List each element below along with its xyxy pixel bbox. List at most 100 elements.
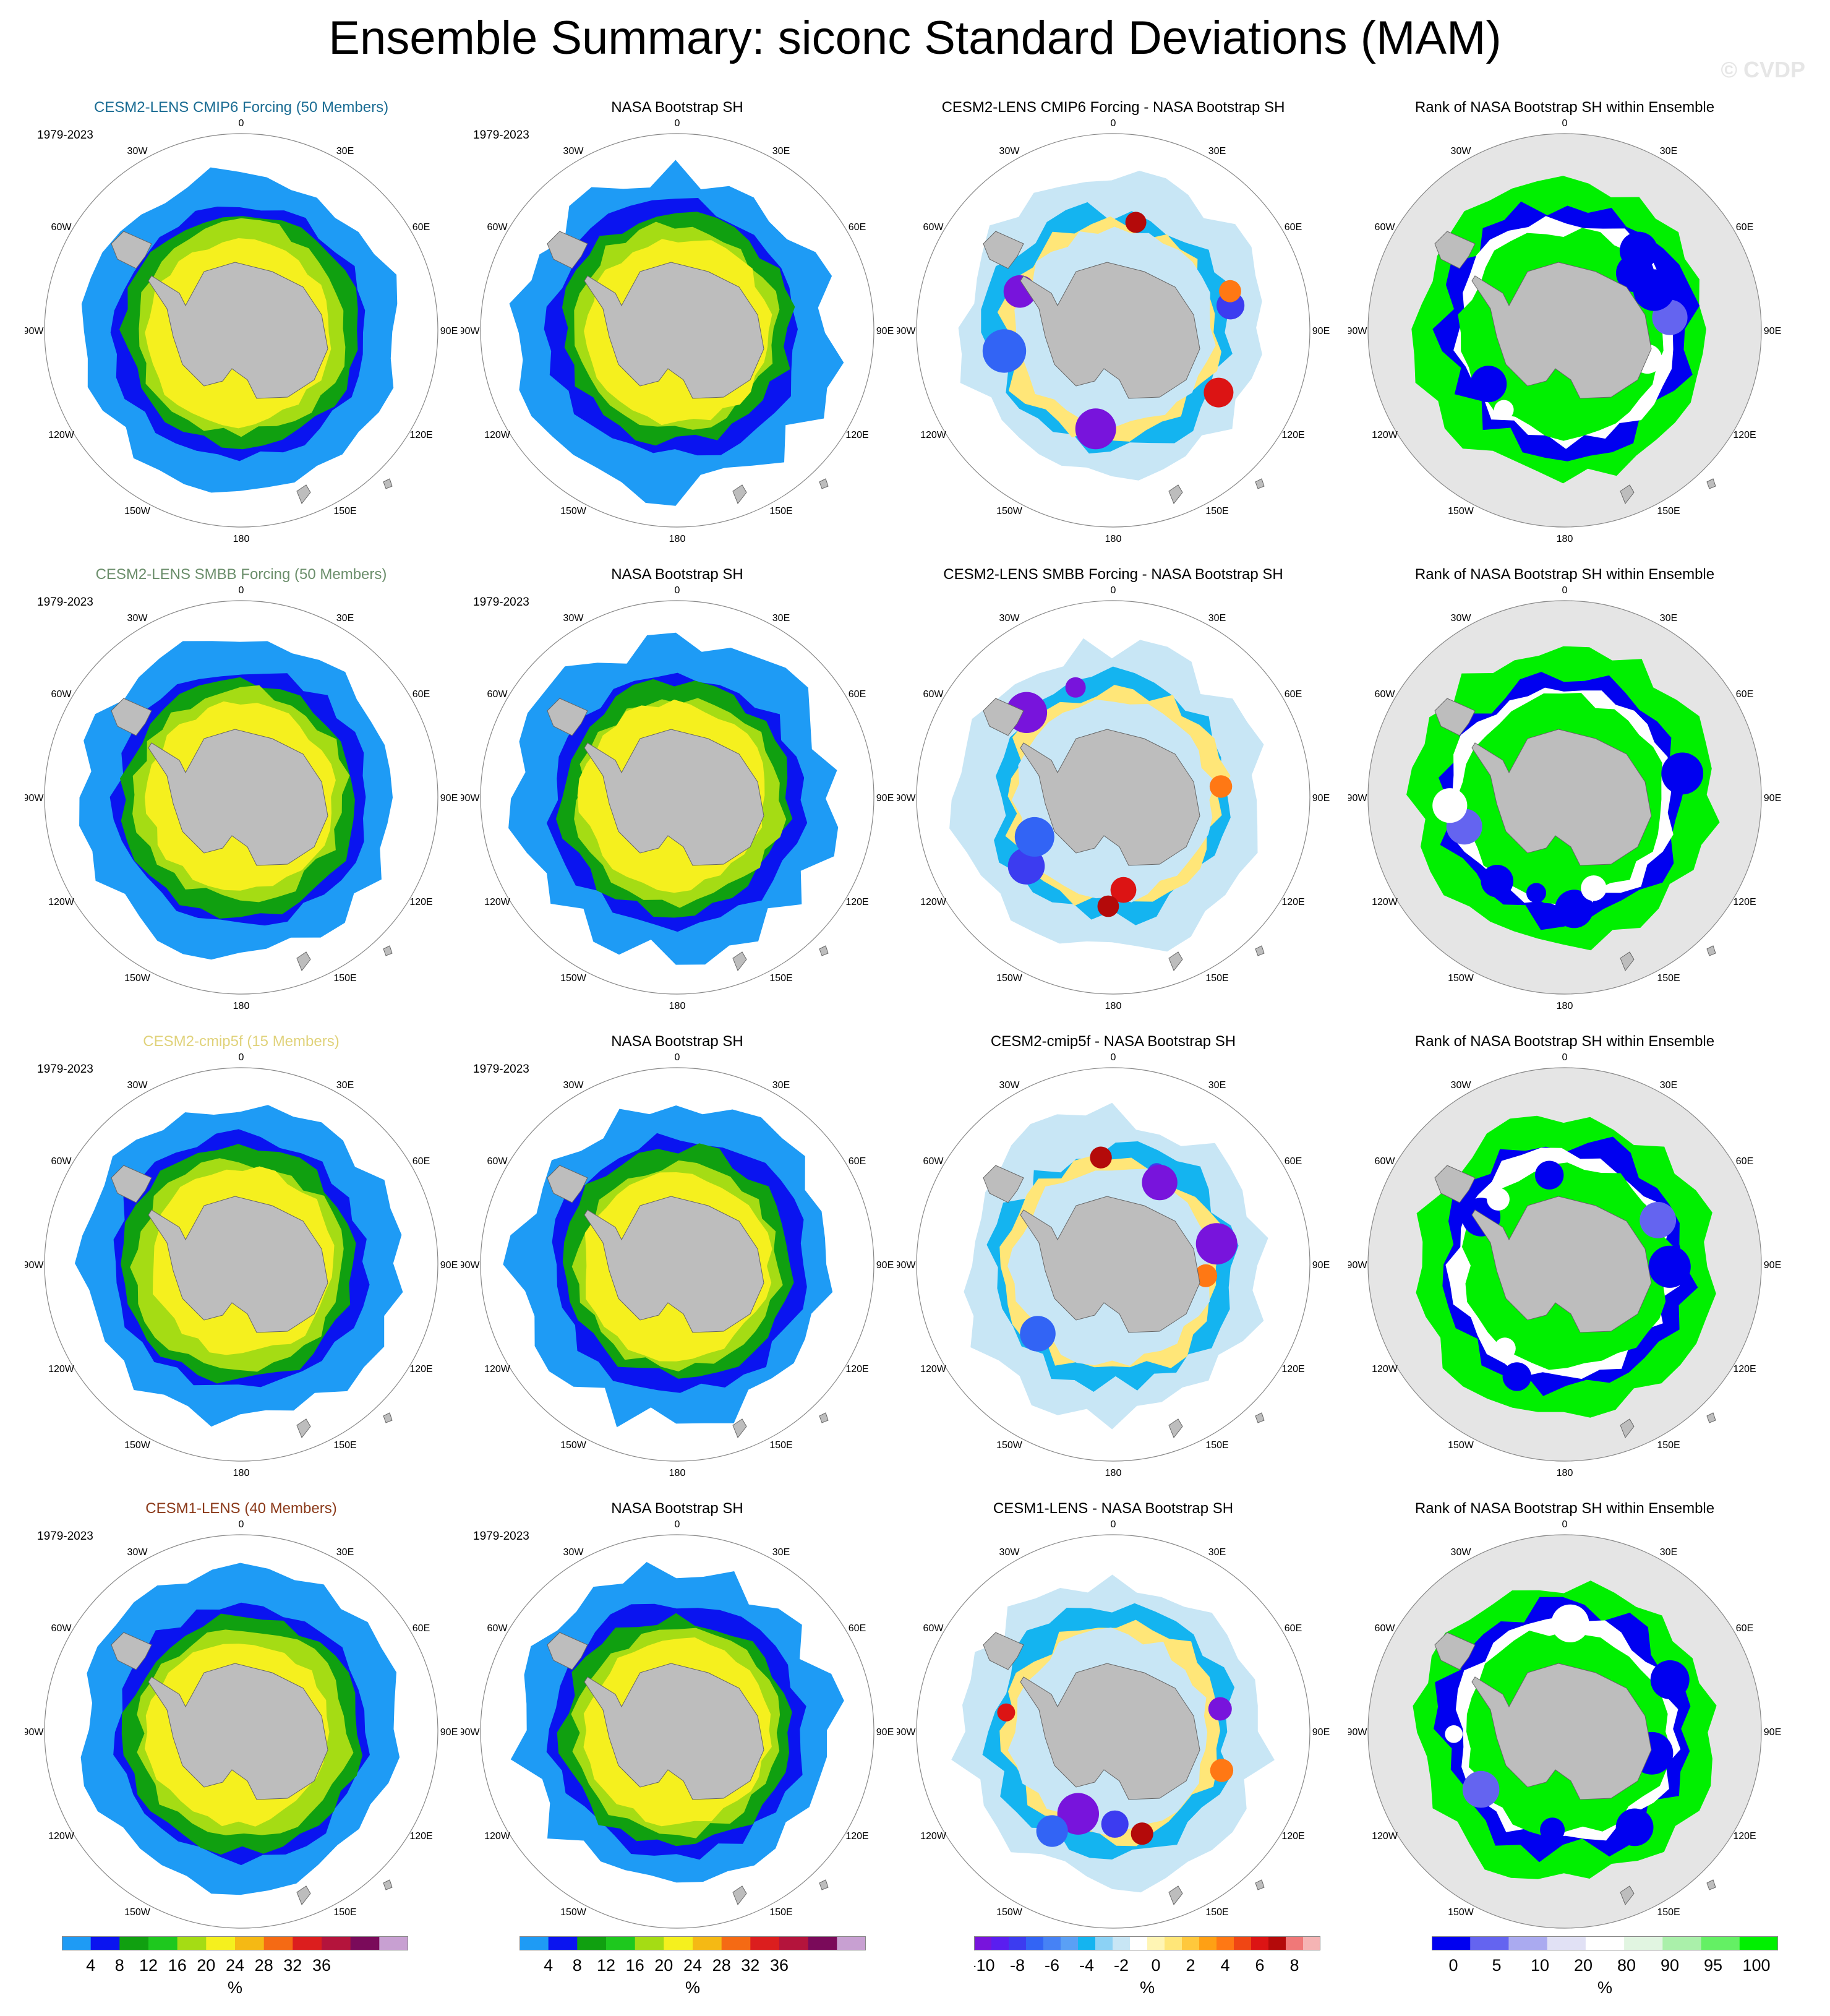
longitude-label: 180	[233, 1468, 250, 1478]
colorbar-tick-label: 100	[1742, 1956, 1770, 1975]
map-panel: Rank of NASA Bootstrap SH within Ensembl…	[1348, 99, 1781, 569]
longitude-label: 150E	[333, 973, 356, 984]
longitude-label: 150E	[1657, 1907, 1680, 1918]
colorbar-unit: %	[228, 1978, 242, 1997]
longitude-label: 150E	[769, 1907, 792, 1918]
new-zealand-landmass	[296, 484, 311, 504]
polar-map: 0 30E 60E 90E 120E 150E 180 150W 120W 90W 60W 30W	[897, 118, 1330, 544]
tasmania-landmass	[819, 1412, 829, 1423]
anomaly-patch	[1619, 231, 1658, 270]
colorbar-tick-label: 24	[683, 1956, 702, 1975]
colorbar-swatch	[1113, 1936, 1131, 1950]
new-zealand-landmass	[1620, 951, 1635, 971]
longitude-label: 150W	[560, 973, 587, 984]
longitude-label: 120E	[1281, 430, 1304, 440]
longitude-label: 60E	[413, 1156, 430, 1167]
longitude-label: 30E	[336, 1547, 354, 1558]
longitude-label: 0	[1111, 118, 1116, 129]
page-title: Ensemble Summary: siconc Standard Deviat…	[328, 12, 1502, 64]
anomaly-patch	[1648, 1245, 1691, 1288]
colorbar-swatch	[1130, 1936, 1148, 1950]
longitude-label: 30W	[1451, 146, 1472, 157]
colorbar-tick-label: 2	[1186, 1956, 1195, 1975]
tasmania-landmass	[1255, 1412, 1265, 1423]
tasmania-landmass	[819, 1879, 829, 1890]
longitude-label: 90W	[25, 1727, 44, 1738]
longitude-label: 150W	[1448, 973, 1474, 984]
longitude-label: 0	[1562, 1519, 1568, 1530]
anomaly-patch	[1007, 847, 1045, 885]
colorbar-swatch	[991, 1936, 1009, 1950]
tasmania-landmass	[383, 1412, 393, 1423]
longitude-label: 90E	[440, 1727, 458, 1738]
longitude-label: 120W	[920, 897, 947, 907]
colorbar-tick-label: 5	[1492, 1956, 1501, 1975]
panel-title: CESM1-LENS - NASA Bootstrap SH	[993, 1500, 1234, 1517]
longitude-label: 120W	[48, 1364, 75, 1375]
anomaly-patch	[1615, 1808, 1654, 1847]
longitude-label: 0	[1562, 1052, 1568, 1063]
colorbar-swatch	[1739, 1936, 1779, 1950]
map-panel: CESM1-LENS - NASA Bootstrap SH 0 30E 60E 90E…	[897, 1500, 1330, 1970]
longitude-label: 90E	[440, 793, 458, 804]
colorbar-swatch	[119, 1936, 149, 1950]
anomaly-patch	[1462, 1770, 1500, 1808]
longitude-label: 60W	[51, 1623, 72, 1634]
longitude-label: 90E	[1764, 793, 1781, 804]
colorbar-tick-label: 16	[626, 1956, 644, 1975]
antarctica-landmass	[584, 729, 764, 866]
colorbar-swatch	[750, 1936, 780, 1950]
colorbar-swatch	[1043, 1936, 1061, 1950]
longitude-label: 60W	[51, 1156, 72, 1167]
longitude-label: 0	[239, 1052, 244, 1063]
longitude-label: 90W	[1348, 793, 1367, 804]
longitude-label: 30W	[563, 1547, 584, 1558]
anomaly-patch	[982, 329, 1027, 373]
colorbar-swatch	[322, 1936, 351, 1950]
longitude-label: 0	[675, 118, 680, 129]
polar-map: 0 30E 60E 90E 120E 150E 180 150W 120W 90W 60W 30W 19…	[461, 585, 894, 1011]
colorbar-swatch	[1182, 1936, 1200, 1950]
anomaly-patch	[1142, 1164, 1178, 1201]
longitude-label: 0	[675, 1519, 680, 1530]
new-zealand-landmass	[732, 1418, 747, 1438]
longitude-label: 120E	[409, 1364, 432, 1375]
colorbar-swatch	[1662, 1936, 1701, 1950]
longitude-label: 90W	[461, 326, 480, 337]
south-america-landmass	[983, 698, 1024, 736]
anomaly-patch	[1208, 1697, 1232, 1721]
colorbar-swatch	[606, 1936, 636, 1950]
south-america-landmass	[983, 1632, 1024, 1670]
polar-map: 0 30E 60E 90E 120E 150E 180 150W 120W 90W 60W 30W 19…	[25, 585, 458, 1011]
longitude-label: 120W	[48, 430, 75, 440]
longitude-label: 120W	[484, 1831, 511, 1842]
anomaly-patch	[997, 1703, 1015, 1722]
longitude-label: 90E	[440, 1260, 458, 1271]
colorbar-frame	[62, 1936, 408, 1950]
antarctica-landmass	[148, 262, 328, 399]
colorbar-tick-label: 16	[168, 1956, 187, 1975]
longitude-label: 60E	[1736, 1623, 1753, 1634]
longitude-label: 30W	[999, 1080, 1020, 1091]
longitude-label: 60E	[413, 222, 430, 233]
anomaly-patch	[1219, 280, 1241, 302]
new-zealand-landmass	[1620, 484, 1635, 504]
longitude-label: 150W	[124, 1440, 151, 1451]
longitude-label: 60W	[923, 1623, 944, 1634]
longitude-label: 90E	[440, 326, 458, 337]
anomaly-patch	[1075, 408, 1116, 450]
longitude-label: 180	[669, 1468, 686, 1478]
longitude-label: 0	[675, 585, 680, 596]
map-panel: CESM2-cmip5f (15 Members) 0 30E 60E 90E 120E 1…	[25, 1033, 458, 1503]
south-america-landmass	[1434, 1632, 1476, 1670]
map-panel: CESM2-LENS SMBB Forcing (50 Members) 0 30E…	[25, 566, 458, 1036]
colorbar-tick-label: 20	[654, 1956, 673, 1975]
colorbar-swatch	[1199, 1936, 1217, 1950]
map-panel: CESM2-LENS SMBB Forcing - NASA Bootstrap…	[897, 566, 1330, 1036]
south-america-landmass	[1434, 1165, 1476, 1203]
polar-map: 0 30E 60E 90E 120E 150E 180 150W 120W 90W 60W 30W 19…	[461, 118, 894, 544]
south-america-landmass	[547, 698, 588, 736]
colorbar-swatch	[635, 1936, 664, 1950]
longitude-label: 120W	[48, 1831, 75, 1842]
longitude-label: 150E	[769, 973, 792, 984]
